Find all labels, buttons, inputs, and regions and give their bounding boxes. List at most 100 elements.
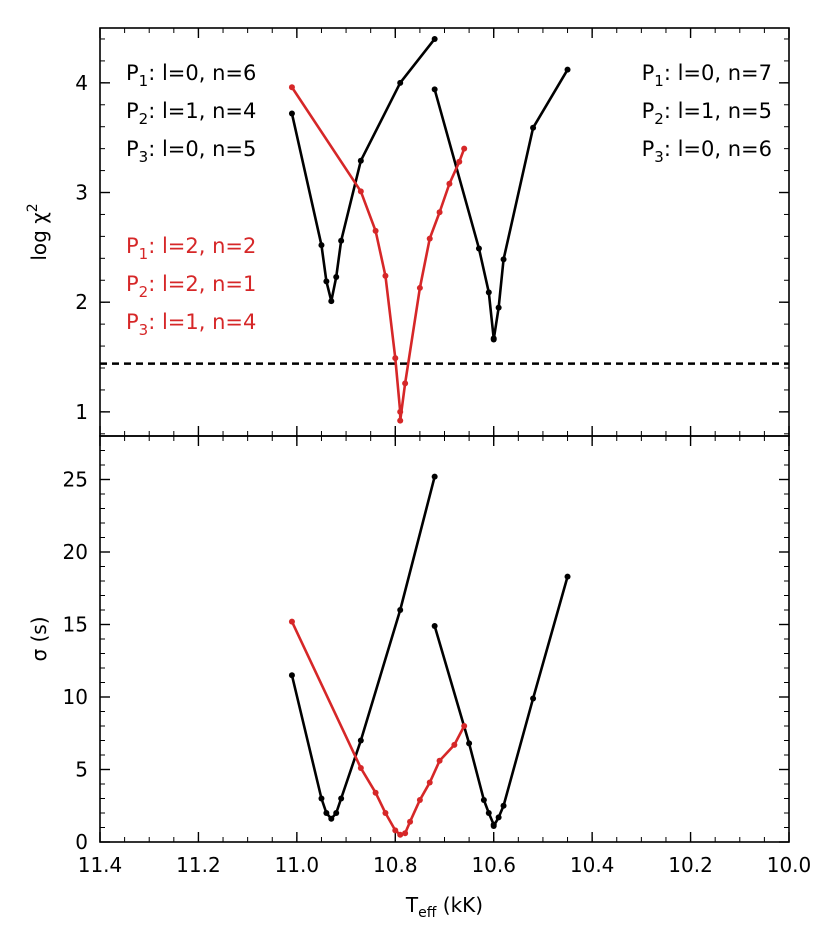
legend-entry-2-0: P1: l=2, n=2: [126, 234, 256, 263]
series-line-top-2: [290, 85, 466, 422]
x-axis-label: Teff (kK): [405, 893, 483, 921]
data-point-bottom-0-2: [323, 810, 330, 816]
data-point-top-0-2: [323, 278, 330, 285]
data-point-bottom-1-2: [480, 796, 487, 803]
data-point-top-1-0: [431, 86, 438, 93]
legend-entry-1-0: P1: l=0, n=7: [642, 61, 772, 90]
x-tick-label-7: 10.0: [767, 853, 812, 877]
data-point-bottom-2-10: [436, 757, 443, 764]
y-tick-label-top-3: 4: [75, 71, 88, 95]
data-point-top-2-9: [426, 235, 433, 242]
legend-entry-2-2: P3: l=1, n=4: [126, 310, 256, 339]
data-point-top-2-2: [372, 227, 379, 234]
y-tick-label-top-0: 1: [75, 400, 88, 424]
legend-entry-1-1: P2: l=1, n=5: [642, 99, 772, 128]
data-point-top-2-4: [392, 355, 399, 362]
data-point-top-2-10: [436, 209, 443, 216]
data-point-top-0-0: [288, 110, 295, 117]
data-point-bottom-2-7: [407, 818, 414, 825]
x-tick-label-3: 10.8: [373, 853, 418, 877]
series-line-top-0: [290, 37, 436, 303]
x-tick-label-2: 11.0: [275, 853, 320, 877]
series-line-bottom-2: [290, 620, 466, 837]
data-point-bottom-2-5: [397, 831, 404, 838]
data-point-top-1-6: [500, 256, 507, 263]
data-point-top-0-1: [318, 242, 325, 249]
y-tick-label-bottom-0: 0: [75, 830, 88, 854]
x-tick-label-5: 10.4: [570, 853, 615, 877]
data-point-top-2-11: [446, 180, 453, 187]
data-point-bottom-0-8: [431, 473, 438, 480]
data-point-top-2-12: [456, 158, 463, 165]
data-point-top-2-7: [402, 380, 409, 387]
data-point-bottom-1-9: [564, 573, 571, 580]
data-point-top-2-8: [416, 284, 423, 291]
y-axis-label-top: log χ2: [25, 203, 51, 260]
data-point-bottom-0-3: [328, 815, 335, 822]
legend-entry-2-1: P2: l=2, n=1: [126, 272, 256, 301]
data-point-bottom-2-12: [461, 723, 468, 729]
data-point-bottom-2-3: [382, 810, 389, 816]
data-point-top-0-4: [333, 273, 340, 280]
y-tick-label-bottom-3: 15: [63, 613, 88, 637]
data-point-top-2-1: [357, 188, 364, 195]
data-point-bottom-0-7: [397, 607, 404, 613]
data-point-bottom-0-1: [318, 795, 325, 802]
y-axis-label-bottom: σ (s): [27, 616, 51, 661]
legend-entry-1-2: P3: l=0, n=6: [642, 137, 772, 166]
panel-frame-bottom: [99, 435, 790, 843]
data-point-top-2-6: [397, 417, 404, 424]
data-point-top-1-2: [485, 289, 492, 296]
data-point-top-1-8: [564, 66, 571, 73]
data-point-bottom-1-3: [485, 810, 492, 816]
data-point-bottom-2-4: [392, 827, 399, 834]
x-tick-label-1: 11.2: [176, 853, 221, 877]
y-tick-label-top-1: 2: [75, 290, 88, 314]
x-tick-label-0: 11.4: [78, 853, 123, 877]
data-point-bottom-2-1: [357, 765, 364, 772]
data-point-top-1-7: [530, 124, 537, 131]
data-point-top-0-5: [338, 237, 345, 244]
data-point-top-2-13: [461, 145, 468, 152]
x-tick-label-6: 10.2: [668, 853, 713, 877]
data-point-bottom-0-0: [288, 672, 295, 679]
data-point-top-2-5: [397, 408, 404, 415]
data-point-bottom-1-1: [466, 740, 473, 747]
series-line-bottom-1: [433, 575, 569, 828]
data-point-bottom-1-6: [495, 814, 502, 821]
data-point-top-0-7: [397, 79, 404, 86]
legend-entry-0-2: P3: l=0, n=5: [126, 137, 256, 166]
data-point-bottom-2-8: [416, 796, 423, 803]
data-point-top-2-3: [382, 272, 389, 279]
data-point-bottom-1-5: [490, 823, 497, 830]
data-point-bottom-0-6: [357, 737, 364, 744]
panel-frame-top: [99, 27, 790, 437]
data-point-top-1-4: [490, 336, 497, 343]
x-tick-label-4: 10.6: [471, 853, 516, 877]
data-point-top-1-5: [495, 304, 502, 311]
legend-entry-0-0: P1: l=0, n=6: [126, 61, 256, 90]
data-point-bottom-1-8: [530, 695, 537, 702]
legend-entry-0-1: P2: l=1, n=4: [126, 99, 256, 128]
y-tick-label-bottom-5: 25: [63, 468, 88, 492]
data-point-top-0-3: [328, 298, 335, 305]
data-point-bottom-1-7: [500, 802, 507, 809]
data-point-top-0-8: [431, 35, 438, 42]
y-tick-label-bottom-1: 5: [75, 758, 88, 782]
data-point-bottom-2-6: [402, 830, 409, 837]
y-tick-label-top-2: 3: [75, 181, 88, 205]
data-point-bottom-1-0: [431, 622, 438, 629]
data-point-bottom-2-9: [426, 779, 433, 786]
data-point-top-1-1: [475, 245, 482, 252]
y-tick-label-bottom-4: 20: [63, 540, 88, 564]
data-point-top-0-6: [357, 157, 364, 164]
y-tick-label-bottom-2: 10: [63, 685, 88, 709]
data-point-bottom-2-11: [451, 741, 458, 748]
data-point-bottom-0-5: [338, 795, 345, 802]
data-point-bottom-2-0: [288, 618, 295, 625]
data-point-top-2-0: [288, 84, 295, 91]
data-point-bottom-0-4: [333, 810, 340, 816]
series-line-top-1: [433, 68, 569, 341]
